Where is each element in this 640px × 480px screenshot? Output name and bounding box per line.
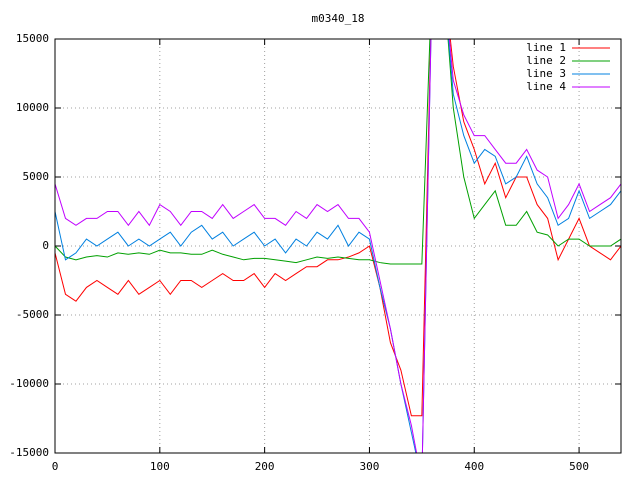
x-tick-label: 200 (255, 460, 275, 473)
legend-label: line 1 (526, 41, 566, 54)
x-tick-label: 100 (150, 460, 170, 473)
y-tick-label: 0 (42, 239, 49, 252)
x-tick-label: 400 (464, 460, 484, 473)
x-tick-label: 0 (52, 460, 59, 473)
y-tick-label: -5000 (16, 308, 49, 321)
data-line (55, 39, 621, 417)
legend-label: line 2 (526, 54, 566, 67)
y-tick-label: -15000 (9, 446, 49, 459)
plot-lines (55, 39, 621, 453)
x-tick-label: 500 (569, 460, 589, 473)
y-tick-label: -10000 (9, 377, 49, 390)
plot-border (54, 38, 622, 454)
y-tick-label: 15000 (16, 32, 49, 45)
data-line (55, 39, 621, 453)
data-line (55, 39, 621, 265)
chart-title: m0340_18 (312, 12, 365, 25)
legend-label: line 3 (526, 67, 566, 80)
y-tick-label: 5000 (23, 170, 50, 183)
data-line (55, 39, 621, 453)
legend-label: line 4 (526, 80, 566, 93)
x-tick-label: 300 (360, 460, 380, 473)
y-tick-label: 10000 (16, 101, 49, 114)
